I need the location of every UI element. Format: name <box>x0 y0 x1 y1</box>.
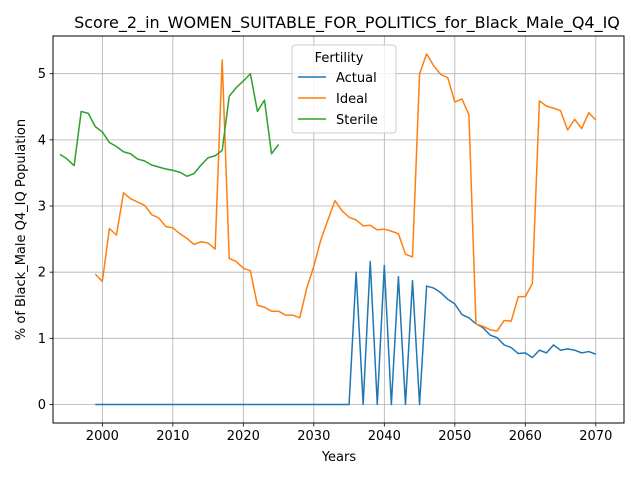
legend-label-actual: Actual <box>336 71 377 86</box>
y-tick-label: 4 <box>38 133 46 148</box>
plot-frame <box>52 35 625 424</box>
y-tick-label: 0 <box>38 398 46 413</box>
series-line-sterile <box>59 72 280 177</box>
y-axis-label: % of Black_Male Q4_IQ Population <box>14 119 29 340</box>
legend: Fertility Actual Ideal Sterile <box>291 44 397 134</box>
y-tick-label: 3 <box>38 200 46 215</box>
x-axis-label: Years <box>321 450 357 465</box>
x-tick-label: 2030 <box>297 429 330 444</box>
x-axis-ticks: 2000 2010 2020 2030 2040 2050 2060 2070 <box>86 423 612 444</box>
x-tick-label: 2050 <box>438 429 471 444</box>
y-tick-label: 1 <box>38 332 46 347</box>
legend-box <box>291 44 397 134</box>
series-line-actual <box>95 260 597 406</box>
y-tick-label: 5 <box>38 67 46 82</box>
legend-label-sterile: Sterile <box>336 113 378 128</box>
x-tick-label: 2020 <box>227 429 260 444</box>
series-lines <box>59 53 597 406</box>
chart-title: Score_2_in_WOMEN_SUITABLE_FOR_POLITICS_f… <box>74 13 620 33</box>
x-tick-label: 2010 <box>156 429 189 444</box>
x-tick-label: 2060 <box>509 429 542 444</box>
x-tick-label: 2000 <box>86 429 119 444</box>
series-line-ideal <box>94 53 597 332</box>
legend-entries: Actual Ideal Sterile <box>298 71 378 128</box>
x-tick-label: 2070 <box>579 429 612 444</box>
y-axis-ticks: 0 1 2 3 4 5 <box>38 67 53 413</box>
y-tick-label: 2 <box>38 266 46 281</box>
x-tick-label: 2040 <box>368 429 401 444</box>
legend-title: Fertility <box>315 51 364 66</box>
legend-label-ideal: Ideal <box>336 92 368 107</box>
